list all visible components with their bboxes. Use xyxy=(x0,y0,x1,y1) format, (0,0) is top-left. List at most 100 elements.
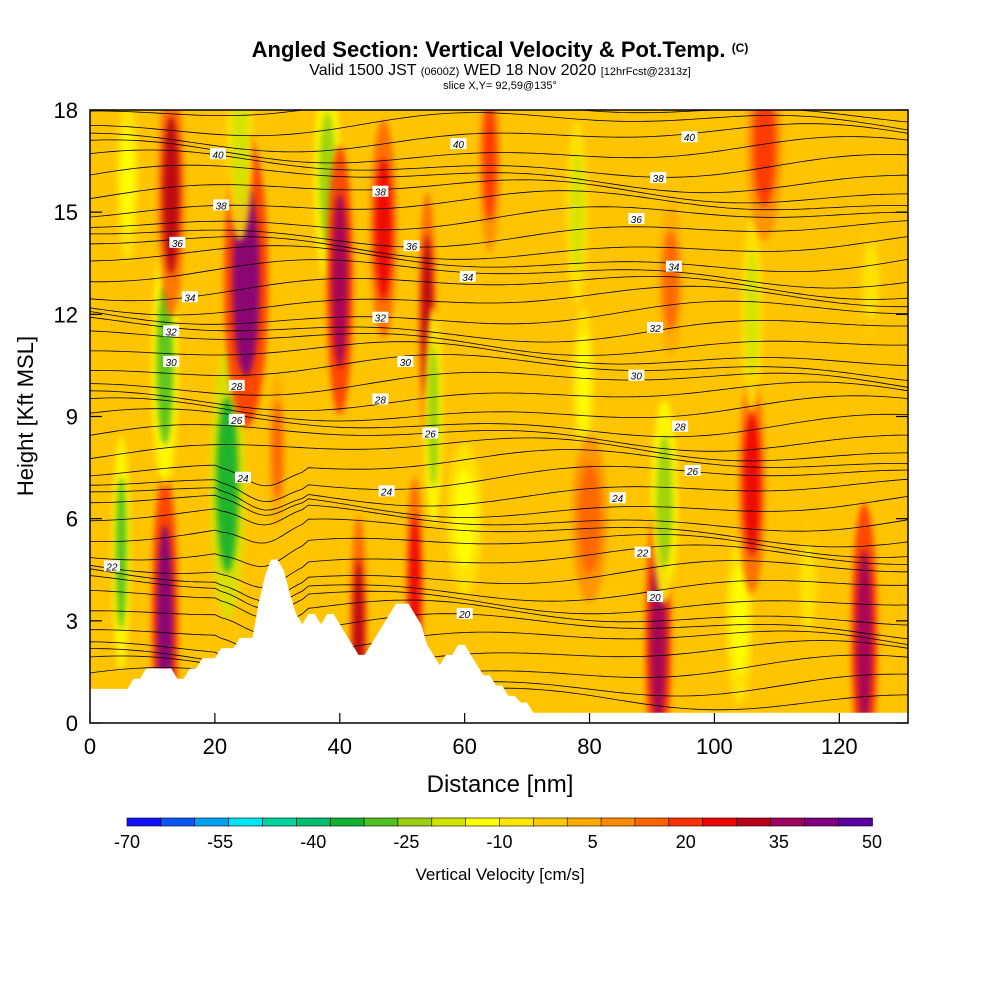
theta-contour-line xyxy=(90,285,908,316)
theta-contour-line xyxy=(90,408,908,438)
contour-label-box xyxy=(459,270,476,282)
colorbar-swatch xyxy=(499,817,535,827)
colorbar-swatch xyxy=(533,817,569,827)
colorbar-tick-label: -10 xyxy=(486,832,512,852)
contour-label: 38 xyxy=(216,201,228,212)
contour-label-box xyxy=(163,325,180,337)
theta-contour-line xyxy=(90,395,908,422)
colorbar-swatch xyxy=(329,817,365,827)
x-axis-label: Distance [nm] xyxy=(427,771,574,798)
contour-label: 24 xyxy=(611,494,624,505)
contour-label-box xyxy=(681,131,698,143)
theta-contour-line xyxy=(90,560,908,602)
theta-contour-line xyxy=(90,371,908,396)
theta-contour-line xyxy=(90,330,908,356)
plot-area xyxy=(90,110,908,723)
theta-contour-line xyxy=(90,478,908,511)
colorbar-swatch xyxy=(837,817,873,827)
colorbar-swatch xyxy=(194,817,230,827)
contour-label-box xyxy=(650,172,667,184)
velocity-core xyxy=(662,230,679,331)
contour-label: 40 xyxy=(212,150,224,161)
x-tick-label: 120 xyxy=(821,734,858,759)
colorbar-tick-label: 35 xyxy=(769,832,789,852)
colorbar-swatch xyxy=(566,817,602,827)
colorbar-swatch xyxy=(770,817,806,827)
velocity-core xyxy=(271,400,283,501)
velocity-core xyxy=(115,476,127,629)
theta-contour-line xyxy=(90,354,908,381)
slice-info: slice X,Y= 92,59@135° xyxy=(443,80,557,92)
velocity-core xyxy=(862,242,879,319)
y-axis-label: Height [Kft MSL] xyxy=(13,336,38,496)
colorbar-swatch xyxy=(296,817,331,827)
contour-label-box xyxy=(684,464,701,476)
contour-label: 36 xyxy=(406,242,418,253)
colorbar-tick-label: -25 xyxy=(393,832,419,852)
velocity-core xyxy=(743,413,761,556)
theta-contour-line xyxy=(90,236,908,260)
contour-labels: 40 40 40 38 38 38 36 36 36 34 34 34 32 32 32 30 30 30 28 28… xyxy=(103,131,701,621)
colorbar-label: Vertical Velocity [cm/s] xyxy=(415,865,584,884)
velocity-core xyxy=(483,110,497,221)
contour-label: 34 xyxy=(462,273,474,284)
velocity-core xyxy=(331,192,349,369)
theta-contour-line xyxy=(90,206,908,231)
contour-label: 32 xyxy=(375,314,387,325)
contour-label-box xyxy=(450,138,467,150)
contour-label: 28 xyxy=(374,395,387,406)
velocity-core xyxy=(162,115,180,275)
colorbar-swatch xyxy=(228,817,264,827)
theta-contour-line xyxy=(90,164,908,194)
contour-label-box xyxy=(634,546,651,558)
x-tick-label: 20 xyxy=(203,734,227,759)
contour-label-box xyxy=(628,369,645,381)
y-tick-label: 15 xyxy=(54,200,78,225)
theta-contour-line xyxy=(90,381,908,411)
colorbar-swatch xyxy=(600,817,636,827)
theta-contour-line xyxy=(90,424,908,452)
velocity-core xyxy=(856,550,873,723)
contour-label-box xyxy=(422,427,439,439)
theta-contour-line xyxy=(90,494,908,518)
colorbar-swatch xyxy=(634,817,670,827)
contour-label-box xyxy=(628,212,645,224)
contour-label-box xyxy=(181,291,198,303)
contour-label: 30 xyxy=(166,358,178,369)
theta-contour-line xyxy=(90,123,908,153)
contour-label-box xyxy=(672,420,689,432)
contour-label-box xyxy=(665,260,682,272)
contour-label-box xyxy=(103,560,120,572)
contour-label: 40 xyxy=(453,140,465,151)
contour-label: 34 xyxy=(184,293,196,304)
contour-label: 26 xyxy=(424,430,437,441)
contour-label-box xyxy=(397,356,414,368)
theta-contour-line xyxy=(90,245,908,272)
colorbar-tick-label: 20 xyxy=(676,832,696,852)
contour-label-box xyxy=(228,413,245,425)
colorbar-swatch xyxy=(803,817,839,827)
colorbar-swatch xyxy=(363,817,399,827)
contour-label: 26 xyxy=(230,416,243,427)
colorbar: -70 -55 -40 -25 -10 5 20 35 50 xyxy=(114,817,882,852)
theta-contour-line xyxy=(90,599,908,634)
contour-label: 26 xyxy=(686,467,699,478)
contour-label-box xyxy=(372,311,389,323)
theta-contour-line xyxy=(90,449,908,487)
y-tick-label: 9 xyxy=(66,405,78,430)
x-tick-label: 40 xyxy=(328,734,352,759)
contour-label: 30 xyxy=(631,372,643,383)
contour-label-box xyxy=(609,492,626,504)
contour-label: 28 xyxy=(674,423,687,434)
contour-label: 32 xyxy=(166,327,178,338)
chart-title-text: Angled Section: Vertical Velocity & Pot.… xyxy=(251,37,726,62)
colorbar-tick-label: 50 xyxy=(862,832,882,852)
contour-label-box xyxy=(234,471,251,483)
colorbar-swatch xyxy=(465,817,501,827)
colorbar-swatch xyxy=(262,817,298,827)
theta-contour-line xyxy=(90,437,908,462)
contour-label: 38 xyxy=(375,188,387,199)
theta-contour-line xyxy=(90,341,908,366)
contour-label-box xyxy=(378,485,395,497)
